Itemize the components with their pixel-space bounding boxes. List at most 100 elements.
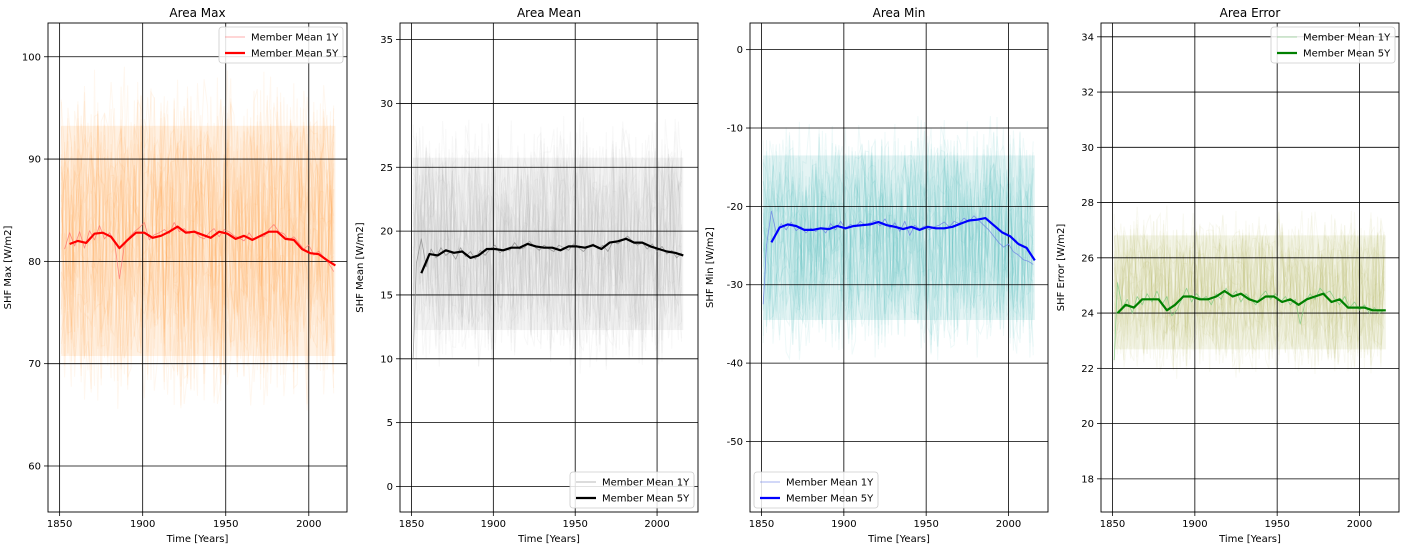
ensemble-member <box>1113 225 1385 372</box>
ensemble-member <box>1113 212 1385 357</box>
ensemble-band <box>1113 205 1386 379</box>
ensemble-member <box>1113 218 1385 378</box>
ensemble-core <box>61 125 336 356</box>
ensemble-member <box>762 158 1034 348</box>
ensemble-member <box>60 83 335 387</box>
series-line-5y <box>770 217 1036 262</box>
x-tick-label: 1850 <box>47 519 72 530</box>
x-axis-label: Time [Years] <box>867 534 930 545</box>
legend: Member Mean 1Y Member Mean 5Y <box>1270 26 1396 64</box>
ensemble-member <box>412 120 683 362</box>
ensemble-member <box>60 95 335 373</box>
ensemble-member <box>60 69 335 390</box>
ensemble-member <box>60 97 335 395</box>
y-axis-label: SHF Min [W/m2] <box>705 227 716 308</box>
legend-label-5y: Member Mean 5Y <box>1303 49 1391 60</box>
y-tick-label: 10 <box>380 354 393 365</box>
ensemble-member <box>412 152 683 343</box>
ensemble-member <box>412 121 683 368</box>
ensemble-core <box>763 155 1035 321</box>
legend-label-5y: Member Mean 5Y <box>251 49 339 60</box>
ensemble-member <box>762 115 1034 339</box>
legend-box <box>218 26 344 64</box>
y-tick-label: 18 <box>1081 474 1094 485</box>
legend: Member Mean 1Y Member Mean 5Y <box>218 26 344 64</box>
x-tick-label: 1850 <box>399 519 424 530</box>
ensemble-member <box>60 120 335 399</box>
y-tick-label: 22 <box>1081 364 1094 375</box>
ensemble-member <box>60 90 335 391</box>
ensemble-member <box>1113 213 1385 373</box>
ensemble-member <box>412 144 683 367</box>
y-tick-label: -10 <box>727 124 743 135</box>
y-tick-label: 15 <box>380 290 393 301</box>
axes-frame <box>47 22 348 513</box>
ensemble-member <box>60 77 335 409</box>
series-line-5y <box>1116 289 1386 314</box>
ensemble-member <box>1113 225 1385 368</box>
ensemble-member <box>412 147 683 354</box>
y-tick-label: 0 <box>737 45 743 56</box>
subplot-4: 1850 1900 1950 2000 18 20 22 24 26 28 30 32 34 Area E… <box>1056 6 1400 545</box>
ensemble-member <box>60 110 334 387</box>
ensemble-member <box>762 121 1034 344</box>
ensemble-member <box>762 119 1034 349</box>
ensemble-member <box>1113 212 1385 367</box>
legend-label-1y: Member Mean 1Y <box>251 33 339 44</box>
subplot-2: 1850 1900 1950 2000 0 5 10 15 20 25 30 35 Area Mean T… <box>355 6 699 545</box>
ensemble-member <box>412 125 683 355</box>
ensemble-member <box>762 130 1034 358</box>
ensemble-member <box>60 76 335 397</box>
ensemble-member <box>762 121 1034 348</box>
x-axis-label: Time [Years] <box>1218 534 1281 545</box>
ensemble-member <box>60 96 335 401</box>
y-tick-label: -40 <box>727 359 743 370</box>
ensemble-band <box>60 66 336 411</box>
x-tick-label: 1950 <box>562 519 587 530</box>
y-tick-label: 100 <box>22 52 41 63</box>
ensemble-member <box>1113 211 1385 374</box>
ensemble-member <box>412 119 683 360</box>
y-tick-label: 60 <box>28 461 41 472</box>
ensemble-member <box>60 78 335 404</box>
ensemble-member <box>60 81 335 406</box>
y-tick-label: 5 <box>387 418 393 429</box>
ensemble-member <box>60 66 335 405</box>
legend-label-1y: Member Mean 1Y <box>786 478 874 489</box>
ensemble-member <box>60 79 335 397</box>
ensemble-member <box>762 125 1034 342</box>
y-tick-label: 30 <box>380 99 393 110</box>
ensemble-member <box>60 90 335 400</box>
legend: Member Mean 1Y Member Mean 5Y <box>569 471 695 509</box>
axes-frame <box>399 22 699 513</box>
ensemble-member <box>1113 224 1385 372</box>
ensemble-member <box>1113 229 1385 370</box>
ensemble-member <box>412 125 682 366</box>
ensemble-member <box>762 128 1034 361</box>
y-tick-label: -50 <box>727 437 743 448</box>
ensemble-member <box>1113 219 1385 359</box>
subplot-1: 1850 1900 1950 2000 60 70 80 90 100 Area Max Time … <box>3 6 348 545</box>
ensemble-member <box>412 116 683 365</box>
ensemble-member <box>762 144 1034 347</box>
legend-box <box>1270 26 1396 64</box>
y-axis-label: SHF Mean [W/m2] <box>355 222 366 312</box>
y-tick-label: 26 <box>1081 253 1094 264</box>
y-axis-label: SHF Error [W/m2] <box>1056 224 1067 312</box>
ensemble-member <box>1113 210 1385 370</box>
ensemble-member <box>1113 219 1385 360</box>
subplot-3: 1850 1900 1950 2000 -50 -40 -30 -20 -10 0 Area Min… <box>705 6 1049 545</box>
ensemble-member <box>60 107 335 411</box>
ensemble-member <box>60 83 335 390</box>
x-tick-label: 2000 <box>996 519 1021 530</box>
y-tick-label: 0 <box>387 482 393 493</box>
ensemble-member <box>763 135 1034 345</box>
chart-title: Area Max <box>169 6 225 20</box>
ensemble-member <box>60 85 335 401</box>
legend-label-5y: Member Mean 5Y <box>786 494 874 505</box>
ensemble-member <box>762 125 1034 346</box>
ensemble-member <box>1113 211 1385 374</box>
y-tick-label: -20 <box>727 202 743 213</box>
y-tick-label: 20 <box>380 227 393 238</box>
x-tick-label: 1850 <box>749 519 774 530</box>
